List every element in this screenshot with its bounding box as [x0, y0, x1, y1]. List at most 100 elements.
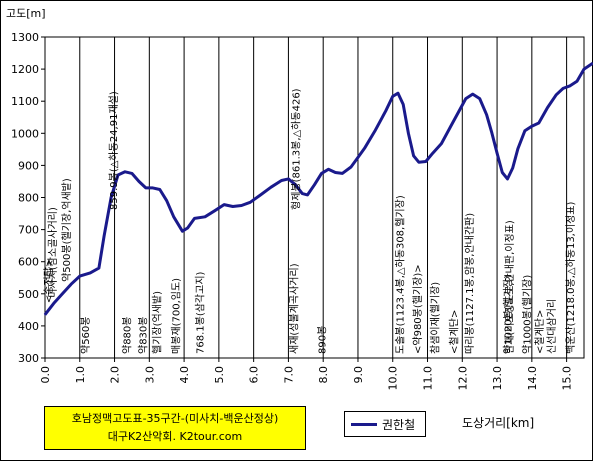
data-point: [334, 171, 337, 174]
data-point: [103, 235, 105, 237]
annotation-label: 약1020봉(헬기장): [503, 275, 515, 354]
x-tick-label: 1.0: [74, 366, 87, 384]
y-tick-label: 1300: [11, 31, 39, 44]
legend: 권한철: [344, 411, 426, 437]
data-point: [313, 183, 316, 186]
y-tick-label: 700: [18, 224, 39, 237]
data-point: [397, 92, 399, 94]
annotation-label: 도솔봉(1123.4봉,△하동308,헬기장): [394, 195, 407, 354]
data-point: [259, 194, 262, 196]
data-point: [52, 302, 55, 305]
data-point: [569, 84, 571, 87]
x-tick-label: 2.0: [109, 366, 122, 384]
data-point: [61, 293, 64, 295]
y-tick-label: 500: [18, 288, 39, 301]
annotation-label: 890봉: [317, 326, 329, 354]
x-tick-label: 14.0: [526, 366, 539, 391]
y-tick-label: 1200: [11, 63, 39, 76]
data-point: [485, 113, 488, 116]
data-point: [70, 283, 72, 285]
data-point: [341, 172, 344, 175]
legend-line-swatch: [351, 423, 377, 426]
annotation-label: 한재(비포장도로,안내판,이정표): [504, 220, 516, 354]
data-point: [374, 129, 377, 131]
data-point: [44, 313, 46, 316]
data-point: [117, 174, 119, 176]
annotation-label: 헬기장(억새밭): [151, 291, 163, 354]
data-point: [537, 122, 540, 124]
data-point: [449, 126, 451, 129]
data-point: [583, 68, 585, 70]
data-point: [301, 192, 304, 195]
x-tick-label: 11.0: [422, 366, 435, 391]
annotation-label: 따리봉(1127.1봉,암봉,안내간판): [464, 213, 476, 354]
data-point: [458, 110, 460, 113]
data-point: [240, 204, 243, 207]
annotation-label: 신선대삼거리: [546, 299, 558, 354]
data-point: [350, 166, 352, 168]
y-tick-label: 600: [18, 256, 39, 269]
data-point: [78, 275, 81, 277]
data-point: [181, 230, 184, 233]
data-point: [384, 110, 387, 112]
data-point: [172, 215, 175, 218]
y-tick-label: 800: [18, 192, 39, 205]
data-point: [98, 267, 100, 269]
data-point: [320, 172, 323, 175]
data-point: [294, 183, 297, 186]
annotation-label: 약1000봉(헬기장): [522, 275, 534, 354]
data-point: [124, 171, 126, 173]
data-point: [223, 203, 225, 206]
x-tick-label: 10.0: [387, 366, 400, 391]
annotation-label: 약560봉: [80, 317, 92, 355]
x-tick-label: 4.0: [178, 366, 191, 384]
data-point: [440, 142, 443, 145]
annotation-label: 새재(성불계곡사거리): [289, 263, 301, 354]
annotation-label: 매봉재(700,임도): [169, 278, 182, 354]
data-point: [131, 172, 133, 175]
annotation-label: 약880봉: [122, 317, 134, 355]
data-point: [464, 97, 467, 100]
data-point: [158, 188, 161, 191]
data-point: [391, 95, 394, 98]
title-box: 호남정맥고도표-35구간-(미사치-백운산정상) 대구K2산악회. K2tour…: [44, 406, 306, 450]
data-point: [546, 106, 549, 109]
annotation-label: <약980봉(헬기장)>: [412, 264, 424, 354]
title-line-2: 대구K2산악회. K2tour.com: [107, 430, 243, 443]
title-line-1: 호남정맥고도표-35구간-(미사치-백운산정상): [71, 412, 279, 425]
data-point: [531, 125, 533, 128]
annotation-label: 약500봉(헬기장,억새밭): [61, 178, 73, 282]
data-point: [424, 160, 427, 163]
y-tick-label: 1100: [11, 95, 39, 108]
data-point: [402, 103, 404, 106]
y-tick-label: 1000: [11, 127, 39, 140]
data-point: [506, 178, 509, 180]
data-point: [287, 178, 290, 180]
x-tick-label: 3.0: [143, 366, 156, 384]
annotation-label: 859.9봉(△하동24,91재설): [107, 91, 120, 210]
data-point: [364, 146, 366, 149]
data-point: [412, 154, 415, 157]
data-point: [327, 168, 330, 171]
data-point: [145, 187, 147, 189]
data-point: [576, 80, 578, 83]
x-tick-label: 0.0: [39, 366, 52, 384]
annotation-label: 미사치(참소골사거리): [47, 207, 59, 298]
data-point: [524, 129, 526, 132]
x-tick-label: 8.0: [317, 366, 330, 384]
data-point: [496, 152, 498, 155]
x-tick-label: 13.0: [491, 366, 504, 391]
annotation-label: <철계단>: [534, 310, 546, 354]
data-point: [478, 97, 481, 100]
data-point: [491, 131, 493, 134]
x-tick-label: 9.0: [352, 366, 365, 384]
annotation-label: <송전탑>: [43, 259, 55, 303]
x-tick-label: 7.0: [282, 366, 295, 384]
data-point: [471, 93, 474, 95]
data-point: [138, 180, 140, 183]
data-point: [193, 217, 196, 220]
annotation-label: 백운산(1218.0봉,△하동13,이정표): [564, 202, 577, 354]
data-point: [186, 227, 189, 229]
x-axis-label: 도상거리[km]: [462, 416, 535, 430]
